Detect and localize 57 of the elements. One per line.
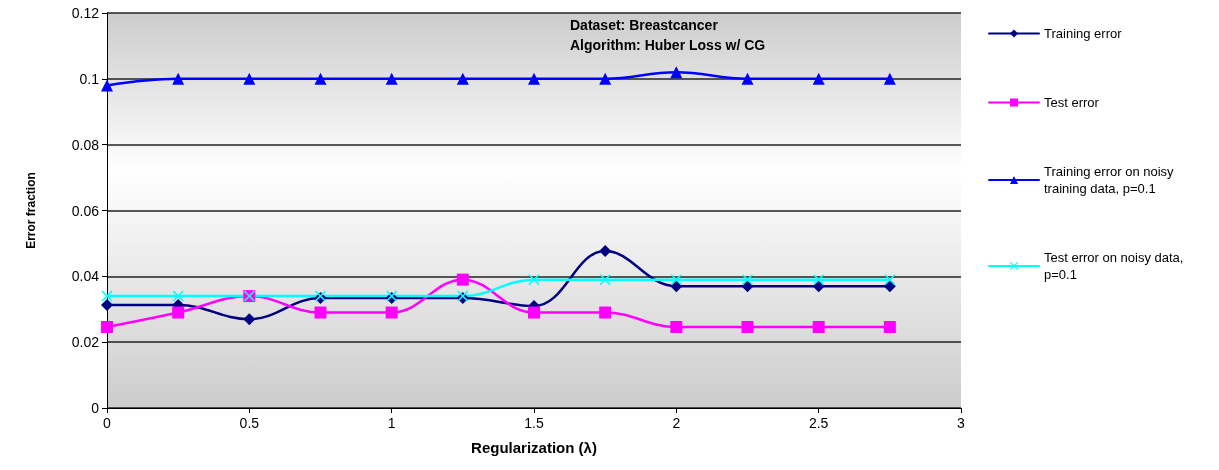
point bbox=[670, 274, 682, 286]
point bbox=[385, 306, 398, 319]
point bbox=[101, 321, 113, 334]
point bbox=[884, 274, 896, 286]
point bbox=[742, 274, 753, 286]
y-tick-label: 0.12 bbox=[71, 5, 100, 21]
legend-label: Test error bbox=[1044, 95, 1100, 110]
point bbox=[528, 72, 540, 85]
point bbox=[172, 290, 184, 302]
y-tick-label: 0.06 bbox=[71, 202, 100, 219]
x-tick-label: 2 bbox=[672, 415, 681, 431]
y-tick-label: 0.1 bbox=[79, 70, 100, 87]
point bbox=[101, 290, 113, 302]
point bbox=[101, 79, 113, 92]
annotation: Dataset: Breastcancer bbox=[570, 17, 719, 33]
point bbox=[243, 313, 256, 326]
x-tick-label: 1.5 bbox=[524, 415, 544, 431]
y-tick-label: 0.04 bbox=[71, 268, 100, 285]
point bbox=[314, 72, 327, 85]
point bbox=[599, 244, 612, 257]
y-tick-label: 0 bbox=[91, 400, 100, 416]
point bbox=[314, 306, 327, 319]
point bbox=[670, 321, 683, 334]
y-tick-label: 0.02 bbox=[71, 334, 100, 351]
point bbox=[812, 321, 825, 334]
point bbox=[670, 66, 683, 79]
y-axis-title: Error fraction bbox=[24, 172, 38, 249]
legend-label: Test error on noisy data, p=0.1 bbox=[1044, 250, 1188, 282]
point bbox=[883, 72, 896, 85]
point bbox=[385, 72, 398, 85]
point bbox=[456, 273, 469, 286]
point bbox=[741, 321, 754, 334]
x-tick-label: 2.5 bbox=[808, 415, 829, 431]
point bbox=[812, 72, 825, 85]
point bbox=[456, 72, 469, 85]
x-axis-title: Regularization (λ) bbox=[471, 439, 597, 456]
x-tick-label: 1 bbox=[387, 415, 396, 431]
legend-label: Training error bbox=[1044, 26, 1123, 41]
annotation: Algorithm: Huber Loss w/ CG bbox=[570, 37, 766, 53]
point bbox=[101, 298, 113, 311]
x-tick-label: 0 bbox=[103, 415, 112, 431]
x-tick-label: 3 bbox=[957, 415, 966, 431]
y-tick-label: 0.08 bbox=[71, 136, 100, 153]
point bbox=[813, 274, 825, 286]
point bbox=[172, 306, 185, 319]
point bbox=[741, 72, 754, 85]
point bbox=[883, 280, 896, 293]
x-tick-label: 0.5 bbox=[239, 415, 260, 431]
point bbox=[528, 274, 540, 286]
point bbox=[172, 72, 185, 85]
point bbox=[243, 72, 256, 85]
point bbox=[599, 274, 611, 286]
point bbox=[599, 306, 612, 319]
point bbox=[528, 306, 540, 319]
legend-label: Training error on noisy training data, p=0.1 bbox=[1044, 164, 1178, 196]
point bbox=[599, 72, 612, 85]
point bbox=[883, 321, 896, 334]
